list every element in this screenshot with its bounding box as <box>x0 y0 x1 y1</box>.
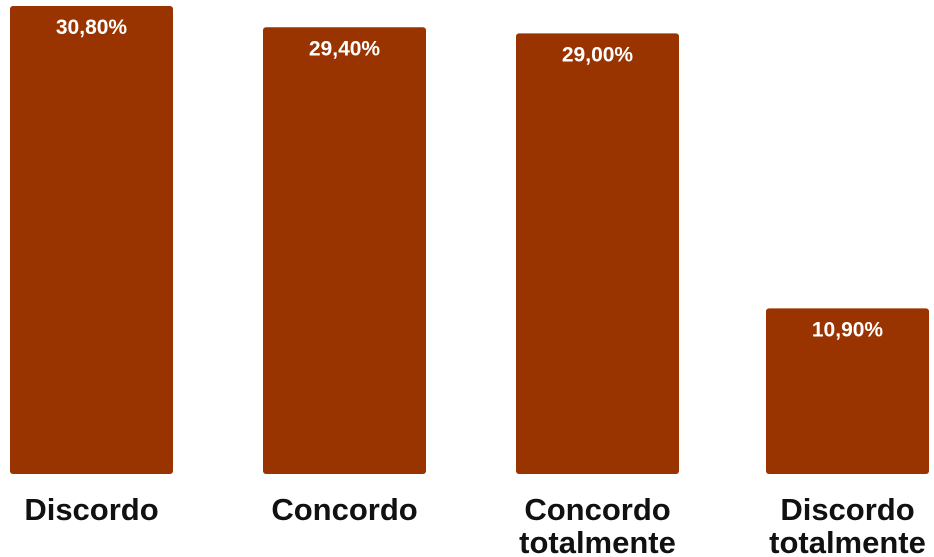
data-label-4: 10,90% <box>812 318 884 341</box>
data-label-3: 29,00% <box>562 43 634 66</box>
category-label-2: Concordo <box>271 492 417 527</box>
bars-group <box>10 6 929 475</box>
category-labels-group: Discordo Concordo ConcordototalmenteDiscor… <box>24 492 926 557</box>
data-label-2: 29,40% <box>309 37 381 60</box>
bar-2 <box>263 27 426 474</box>
bar-4 <box>766 308 929 474</box>
data-label-1: 30,80% <box>56 16 128 39</box>
bar-3 <box>516 33 679 475</box>
bar-1 <box>10 6 173 474</box>
category-label-4-line-1: Discordo <box>780 492 914 527</box>
data-labels-group: 30,80% 29,40% 29,00% 10,90% <box>56 16 884 341</box>
category-label-1: Discordo <box>24 492 158 527</box>
category-label-3-line-2: totalmente <box>519 525 676 557</box>
category-label-4-line-2: totalmente <box>769 525 926 557</box>
category-label-3-line-1: Concordo <box>524 492 670 527</box>
